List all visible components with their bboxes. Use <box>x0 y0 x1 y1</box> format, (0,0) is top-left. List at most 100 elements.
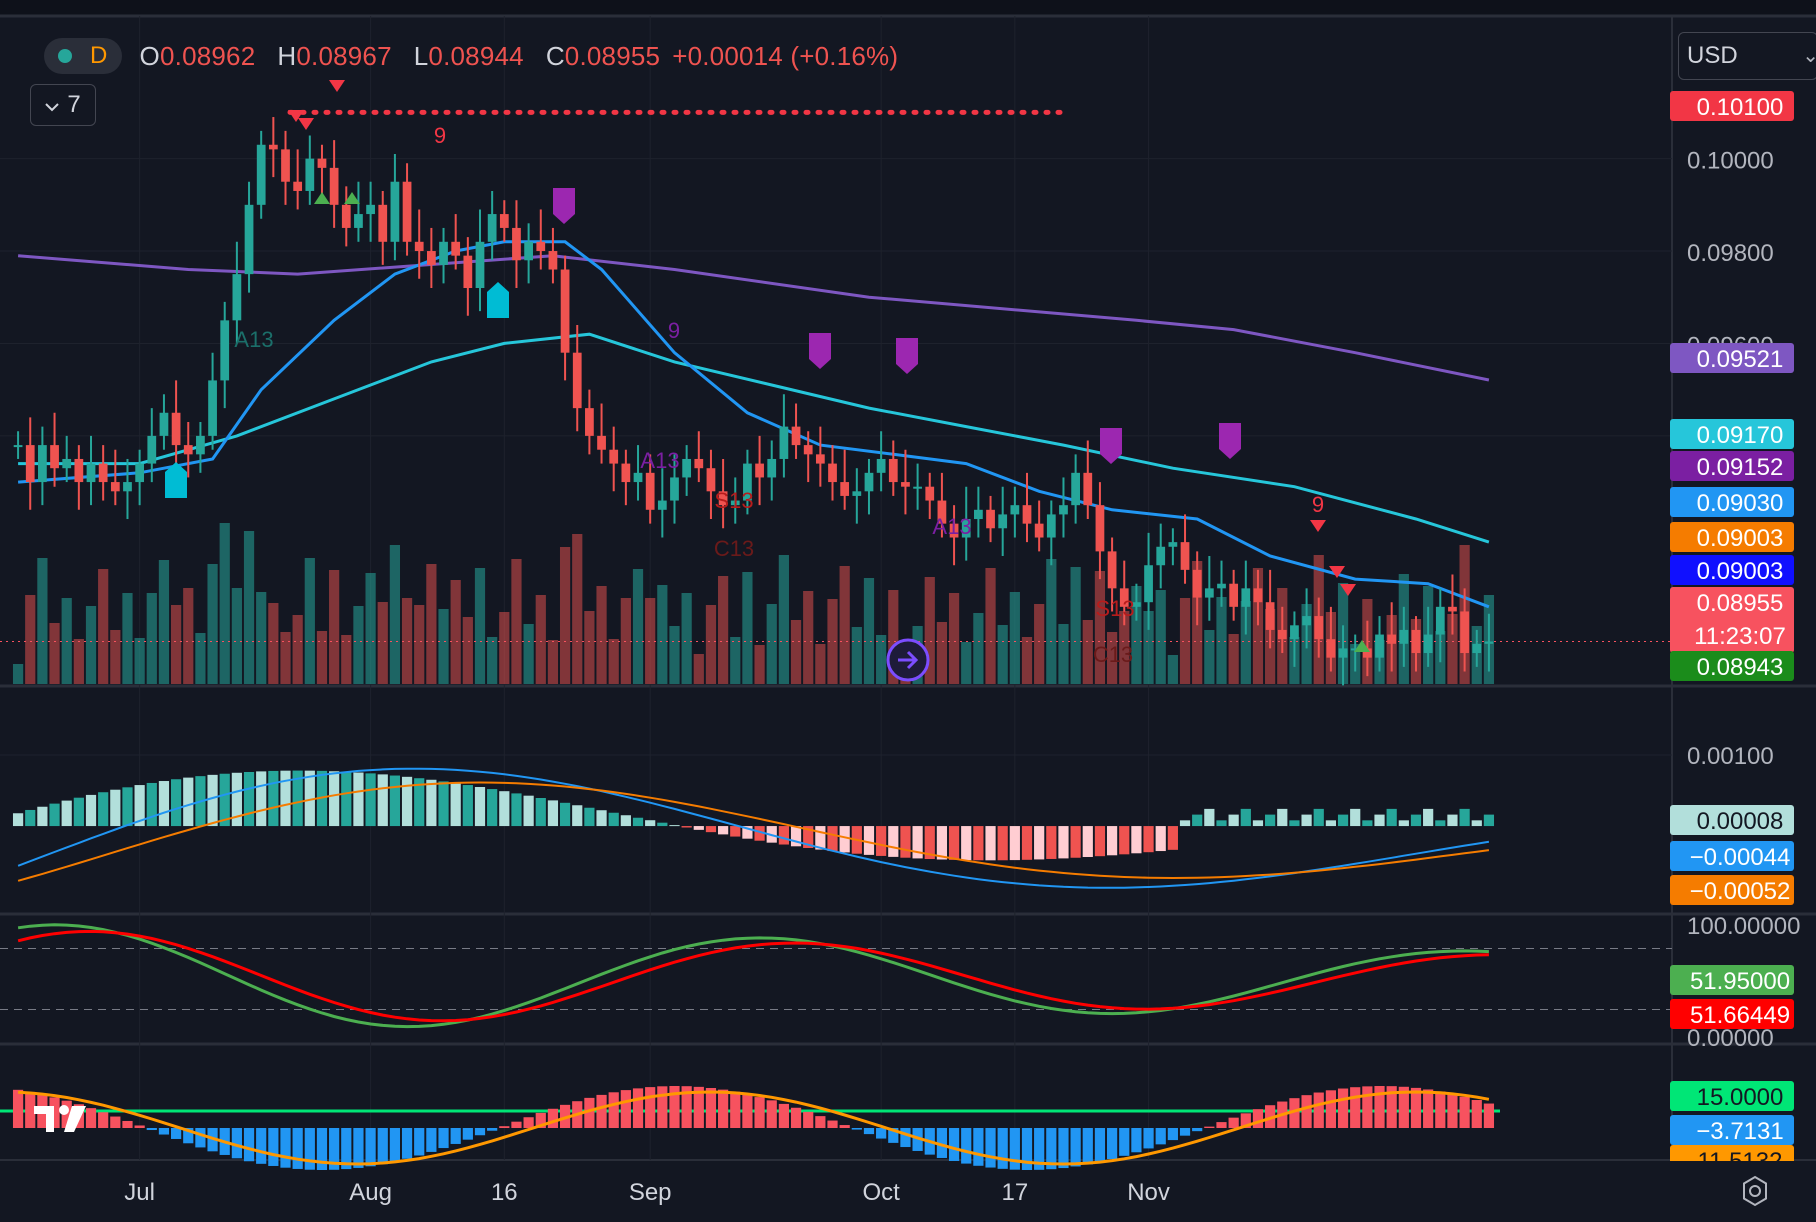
macd-histogram-bar <box>1398 820 1409 827</box>
countdown-timer: 11:23:07 <box>1694 623 1786 650</box>
macd-histogram-bar <box>742 826 753 839</box>
macd-histogram-bar <box>73 797 84 827</box>
volume-bar <box>790 620 802 684</box>
candle-body <box>888 458 898 483</box>
visibility-toggle[interactable]: D <box>44 38 122 74</box>
candle-body <box>1022 505 1032 524</box>
candle-body <box>293 181 303 191</box>
candle-body <box>876 458 886 473</box>
momentum-histogram-bar <box>948 1128 960 1161</box>
macd-signal-line <box>17 781 1490 882</box>
logo-part <box>64 1106 86 1132</box>
candle-body <box>135 463 145 483</box>
candle-body <box>1411 629 1421 654</box>
macd-histogram-bar <box>12 813 24 827</box>
volume-bar <box>1228 634 1239 684</box>
price-label-tag <box>1670 555 1794 585</box>
macd-histogram-bar <box>1435 820 1446 827</box>
macd-histogram-bar <box>243 771 255 827</box>
candle-body <box>633 472 643 483</box>
momentum-histogram-bar <box>195 1128 206 1148</box>
candle-body <box>755 463 764 478</box>
volume-bar <box>389 545 401 684</box>
top-bar <box>0 0 1816 16</box>
candle-body <box>86 463 96 483</box>
momentum-histogram-bar <box>85 1108 97 1128</box>
macd-histogram-bar <box>1423 808 1434 827</box>
momentum-histogram-bar <box>438 1128 449 1149</box>
momentum-histogram-bar <box>1301 1095 1312 1128</box>
price-label-tag <box>1670 487 1794 517</box>
candle-body <box>341 204 351 228</box>
annotation-label: C13 <box>714 536 754 561</box>
candle-body <box>803 445 813 455</box>
macd-line <box>17 767 1490 889</box>
macd-histogram-bar <box>1228 814 1239 827</box>
time-tick-label: Oct <box>862 1179 900 1206</box>
candle-body <box>1192 569 1202 598</box>
up-triangle-marker <box>1354 640 1370 652</box>
momentum-histogram-bar <box>778 1103 789 1128</box>
macd-histogram-bar <box>1240 808 1251 827</box>
price-label-tag <box>1670 587 1794 653</box>
candle-body <box>378 204 388 242</box>
momentum-histogram-bar <box>243 1128 255 1162</box>
volume-bar <box>377 602 388 684</box>
momentum-histogram-bar <box>1228 1117 1239 1128</box>
volume-bar <box>1119 611 1130 684</box>
close-label: C <box>545 40 565 71</box>
down-triangle-marker <box>1329 566 1345 578</box>
macd-histogram-bar <box>25 809 36 827</box>
candle-body <box>548 251 558 270</box>
macd-histogram-bar <box>207 774 218 827</box>
candle-body <box>536 241 546 252</box>
high-value: 0.08967 <box>296 40 392 71</box>
momentum-histogram-bar <box>389 1128 401 1162</box>
volume-bar <box>1131 586 1142 684</box>
momentum-histogram-bar <box>718 1089 729 1128</box>
interval-label: D <box>90 42 108 69</box>
macd-histogram-bar <box>1021 826 1033 860</box>
momentum-histogram-bar <box>851 1128 862 1130</box>
momentum-histogram-bar <box>146 1128 157 1131</box>
momentum-histogram-bar <box>1350 1087 1361 1128</box>
macd-histogram-bar <box>900 826 911 858</box>
volume-bar <box>681 593 692 684</box>
candle-body <box>645 472 655 510</box>
price-label-tag <box>1670 419 1794 449</box>
momentum-histogram-bar <box>1192 1128 1203 1132</box>
candle-body <box>354 214 363 228</box>
price-label-value: 0.09152 <box>1697 454 1784 481</box>
candle-body <box>974 509 983 520</box>
volume-bar <box>243 531 255 684</box>
macd-histogram-bar <box>1070 826 1081 858</box>
macd-histogram-bar <box>377 774 388 827</box>
macd-histogram-bar <box>1106 826 1118 856</box>
volume-bar <box>365 573 376 684</box>
macd-histogram-bar <box>1216 820 1227 827</box>
indicators-collapse-button[interactable]: 7 <box>30 84 96 126</box>
candle-body <box>913 486 922 489</box>
macd-histogram-bar <box>414 778 425 827</box>
momentum-histogram-bar <box>1337 1088 1349 1128</box>
macd-histogram-bar <box>523 795 534 827</box>
moving-average-line <box>17 254 1490 382</box>
volume-bar <box>110 630 121 684</box>
momentum-histogram-bar <box>1204 1126 1215 1128</box>
candle-body <box>524 241 533 261</box>
momentum-histogram-bar <box>888 1128 899 1143</box>
momentum-histogram-bar <box>973 1128 984 1166</box>
macd-histogram-bar <box>256 771 267 827</box>
down-triangle-marker <box>329 80 345 92</box>
macd-histogram-bar <box>961 826 972 861</box>
settings-gear-icon[interactable] <box>1738 1174 1772 1208</box>
price-label-value: 0.10100 <box>1697 94 1784 121</box>
macd-histogram-bar <box>401 776 413 827</box>
candle-body <box>572 352 582 409</box>
macd-label-value: 0.00008 <box>1697 808 1784 835</box>
replay-icon <box>886 638 930 682</box>
volume-bar <box>1070 567 1081 684</box>
currency-select[interactable]: USD ⌄ <box>1678 32 1816 80</box>
candle-body <box>1472 643 1482 654</box>
